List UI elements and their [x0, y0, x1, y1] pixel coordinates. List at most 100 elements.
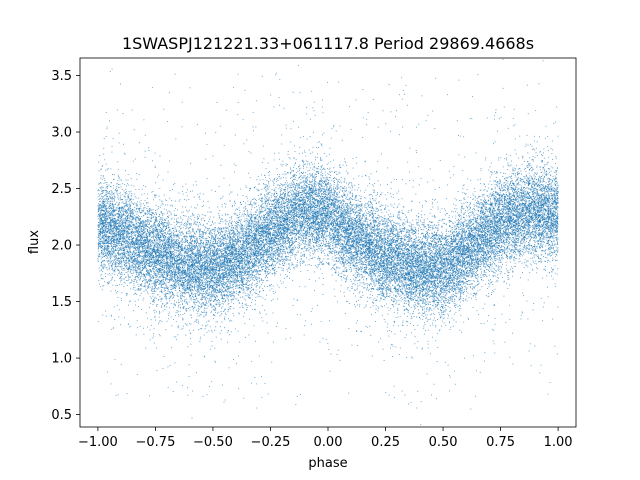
data-point: [337, 193, 339, 195]
data-point: [487, 200, 489, 201]
data-point: [427, 279, 429, 280]
data-point: [108, 229, 110, 231]
data-point: [276, 254, 278, 256]
data-point: [129, 216, 131, 218]
data-point: [288, 259, 290, 261]
data-point: [436, 276, 438, 278]
data-point: [496, 170, 498, 172]
data-point: [221, 266, 223, 268]
data-point: [145, 267, 147, 269]
data-point: [233, 274, 235, 276]
data-point: [147, 271, 149, 273]
data-point: [397, 223, 399, 225]
data-point: [363, 256, 365, 258]
data-point: [489, 237, 491, 239]
data-point: [178, 241, 180, 243]
data-point: [532, 186, 534, 188]
data-point: [184, 255, 186, 257]
data-point: [256, 221, 258, 223]
data-point: [498, 243, 500, 244]
data-point: [394, 239, 396, 241]
data-point: [384, 248, 386, 250]
data-point: [488, 220, 489, 222]
data-point: [169, 266, 171, 268]
data-point: [495, 251, 497, 253]
data-point: [110, 228, 112, 230]
data-point: [317, 168, 318, 170]
data-point: [393, 226, 395, 228]
data-point: [454, 232, 456, 234]
data-point: [296, 246, 298, 248]
data-point: [417, 261, 419, 263]
data-point: [505, 244, 507, 246]
data-point: [292, 197, 294, 199]
data-point: [232, 262, 234, 264]
data-point: [397, 272, 399, 274]
data-point: [473, 226, 475, 228]
data-point: [325, 216, 327, 218]
data-point: [191, 283, 193, 285]
data-point: [553, 223, 555, 225]
data-point: [351, 262, 353, 264]
data-point: [450, 326, 452, 328]
data-point: [527, 192, 529, 194]
data-point: [245, 222, 247, 224]
data-point: [226, 256, 228, 258]
data-point: [268, 226, 270, 228]
data-point: [283, 261, 285, 263]
data-point: [409, 147, 411, 149]
data-point: [540, 180, 542, 182]
data-point: [413, 244, 415, 246]
data-point: [416, 258, 418, 260]
data-point: [489, 230, 491, 232]
data-point: [390, 220, 392, 221]
data-point: [436, 290, 438, 292]
data-point: [336, 194, 338, 196]
data-point: [372, 214, 373, 215]
data-point: [114, 204, 116, 206]
data-point: [384, 208, 386, 210]
data-point: [390, 261, 392, 263]
data-point: [472, 245, 474, 247]
data-point: [225, 314, 227, 315]
data-point: [370, 253, 372, 255]
data-point: [264, 217, 266, 219]
data-point: [200, 248, 202, 250]
data-point: [151, 275, 153, 277]
data-point: [505, 254, 507, 256]
data-point: [101, 224, 103, 226]
data-point: [295, 200, 297, 202]
data-point: [358, 175, 360, 177]
data-point: [101, 190, 103, 192]
data-point: [350, 217, 352, 219]
data-point: [203, 273, 205, 275]
data-point: [250, 204, 252, 206]
data-point: [464, 290, 465, 292]
data-point: [495, 231, 496, 233]
data-point: [459, 290, 461, 292]
data-point: [327, 179, 328, 180]
data-point: [466, 189, 468, 190]
data-point: [549, 198, 551, 200]
data-point: [385, 222, 387, 224]
data-point: [423, 264, 425, 266]
data-point: [221, 214, 223, 216]
data-point: [425, 255, 426, 257]
data-point: [388, 248, 389, 250]
data-point: [527, 183, 529, 185]
data-point: [535, 206, 537, 208]
data-point: [399, 265, 401, 267]
data-point: [336, 207, 337, 209]
data-point: [363, 224, 365, 226]
data-point: [263, 240, 264, 242]
data-point: [434, 278, 436, 280]
data-point: [154, 233, 156, 235]
data-point: [198, 235, 200, 237]
data-point: [279, 228, 281, 230]
data-point: [180, 272, 182, 274]
data-point: [378, 285, 380, 287]
data-point: [310, 242, 312, 244]
data-point: [461, 249, 463, 251]
data-point: [309, 195, 311, 197]
data-point: [535, 172, 537, 174]
